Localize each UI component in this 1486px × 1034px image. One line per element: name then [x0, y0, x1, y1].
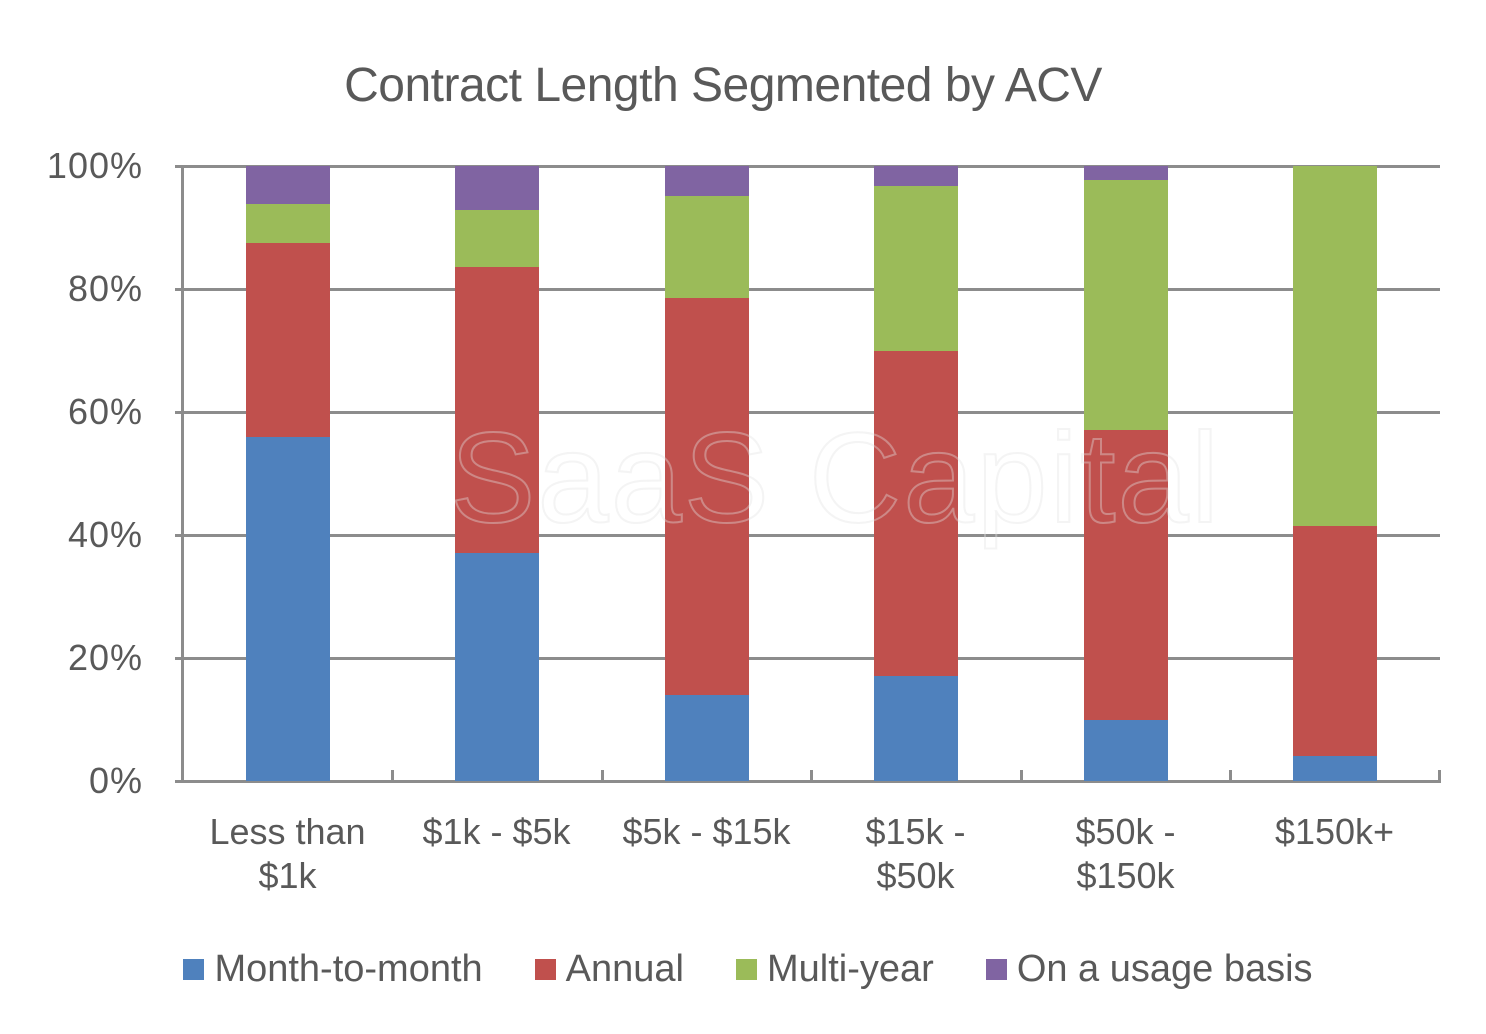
legend-label: On a usage basis [1016, 948, 1313, 990]
gridline-60 [183, 411, 1440, 414]
x-tick [1020, 770, 1023, 782]
legend-label: Multi-year [767, 948, 934, 990]
x-tick-label: Less than $1k [209, 811, 366, 896]
y-tick [175, 780, 183, 783]
y-tick-label: 80% [67, 268, 143, 309]
y-tick-label: 100% [46, 145, 143, 186]
legend-item-annual[interactable]: Annual [534, 948, 684, 991]
bar-segment [245, 436, 330, 781]
bar-segment [874, 166, 959, 186]
stacked-bar [874, 166, 959, 781]
legend-swatch-icon [534, 959, 556, 980]
legend-swatch-icon [985, 959, 1007, 980]
legend-label: Month-to-month [214, 948, 483, 990]
legend-swatch-icon [183, 959, 205, 980]
bar-segment [1083, 166, 1168, 180]
bar-segment [1293, 756, 1378, 781]
gridline-20 [183, 657, 1440, 660]
x-tick-label: $1k - $5k [422, 811, 571, 852]
x-tick-label: $15k - $50k [865, 811, 966, 896]
plot-area [175, 165, 1441, 783]
bar-segment [664, 166, 749, 197]
y-tick [175, 288, 183, 291]
x-tick [601, 770, 604, 782]
gridline-80 [183, 288, 1440, 291]
stacked-bar [455, 166, 540, 781]
legend-item-multi-year[interactable]: Multi-year [736, 948, 934, 991]
y-tick [175, 165, 183, 168]
bar-segment [874, 350, 959, 677]
bar-segment [245, 166, 330, 205]
bar-segment [664, 694, 749, 781]
bar-segment [664, 298, 749, 695]
stacked-bar [1293, 166, 1378, 781]
x-tick-label: $150k+ [1274, 811, 1395, 852]
bar-segment [1083, 430, 1168, 720]
gridline-40 [183, 534, 1440, 537]
x-tick-label: $50k - $150k [1075, 811, 1176, 896]
y-tick [175, 411, 183, 414]
stacked-bar [664, 166, 749, 781]
bar-segment [664, 196, 749, 299]
x-tick-label: $5k - $15k [622, 811, 791, 852]
bar-segment [245, 204, 330, 243]
bar-segment [874, 185, 959, 351]
bar-segment [874, 676, 959, 781]
stacked-bar [245, 166, 330, 781]
y-tick [175, 657, 183, 660]
bar-segment [455, 210, 540, 268]
x-tick [810, 770, 813, 782]
legend-item-month-to-month[interactable]: Month-to-month [183, 948, 483, 991]
y-tick [175, 534, 183, 537]
x-tick [1438, 770, 1441, 782]
bar-segment [245, 242, 330, 437]
x-tick [391, 770, 394, 782]
bar-segment [455, 267, 540, 554]
y-tick-label: 20% [67, 637, 143, 678]
y-tick-label: 40% [67, 514, 143, 555]
gridline-100 [183, 165, 1440, 168]
bar-segment [1083, 179, 1168, 431]
stacked-bar [1083, 166, 1168, 781]
bar-segment [1293, 525, 1378, 757]
y-axis-line [181, 165, 184, 782]
legend-swatch-icon [736, 959, 757, 980]
x-tick [1229, 770, 1232, 782]
y-tick-label: 60% [67, 391, 143, 432]
bar-segment [1293, 166, 1378, 526]
bar-segment [455, 553, 540, 781]
bar-segment [1083, 719, 1168, 781]
legend: Month-to-month Annual Multi-year On a us… [0, 948, 1486, 991]
legend-item-usage-basis[interactable]: On a usage basis [985, 948, 1313, 991]
legend-label: Annual [565, 948, 684, 990]
chart-title: Contract Length Segmented by ACV [344, 59, 1102, 112]
bar-segment [455, 166, 540, 211]
y-tick-label: 0% [88, 760, 143, 801]
